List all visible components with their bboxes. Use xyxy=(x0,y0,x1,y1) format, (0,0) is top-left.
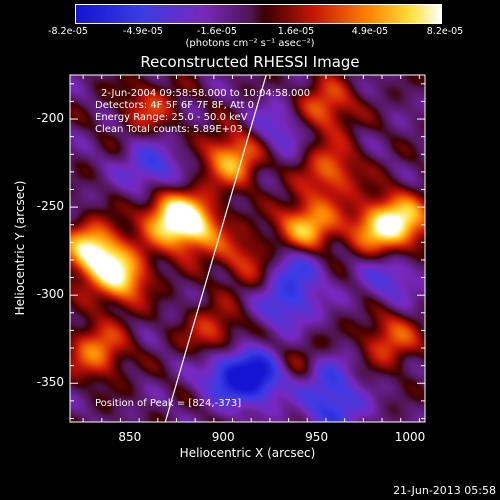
colorbar-tick-label: -8.2e-05 xyxy=(48,26,88,37)
colorbar-tick-label: -1.6e-05 xyxy=(197,26,237,37)
clean-counts-text: Clean Total counts: 5.89E+03 xyxy=(95,124,243,135)
x-axis-label: Heliocentric X (arcsec) xyxy=(179,446,316,460)
footer-timestamp: 21-Jun-2013 05:58 xyxy=(393,484,496,497)
y-tick-label: -250 xyxy=(36,199,64,214)
y-axis-label: Heliocentric Y (arcsec) xyxy=(13,180,27,316)
peak-position-text: Position of Peak = [824,-373] xyxy=(95,398,242,409)
solar-limb-line xyxy=(164,74,267,423)
y-tick-label: -300 xyxy=(36,287,64,302)
x-tick-label: 850 xyxy=(118,430,142,444)
colorbar-tick-label: 1.6e-05 xyxy=(277,26,315,37)
energy-range-text: Energy Range: 25.0 - 50.0 keV xyxy=(95,112,248,123)
y-tick-label: -350 xyxy=(36,375,64,390)
chart-title: Reconstructed RHESSI Image xyxy=(140,53,360,71)
colorbar xyxy=(75,4,442,24)
colorbar-tick-label: -4.9e-05 xyxy=(123,26,163,37)
y-tick-label: -200 xyxy=(36,111,64,126)
x-tick-label: 1000 xyxy=(394,430,426,444)
x-tick-label: 950 xyxy=(305,430,329,444)
colorbar-tick-label: 4.9e-05 xyxy=(351,26,389,37)
x-tick-label: 900 xyxy=(211,430,235,444)
colorbar-unit-label: (photons cm⁻² s⁻¹ asec⁻²) xyxy=(185,38,315,49)
detectors-text: Detectors: 4F 5F 6F 7F 8F, Att 0 xyxy=(95,100,255,111)
colorbar-tick-label: 8.2e-05 xyxy=(426,26,464,37)
heatmap-image xyxy=(70,75,425,422)
time-range-text: 2-Jun-2004 09:58:58.000 to 10:04:58.000 xyxy=(101,88,311,99)
